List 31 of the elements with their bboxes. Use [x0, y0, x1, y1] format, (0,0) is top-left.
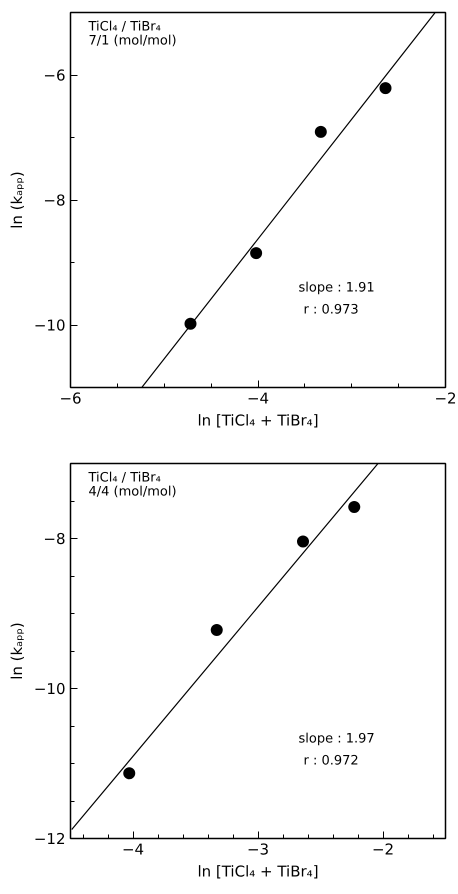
y-tick-label: −10 [34, 680, 66, 698]
y-axis-title: ln (kₐₚₚ) [8, 622, 26, 680]
point [250, 247, 262, 260]
y-tick-label: −8 [43, 530, 66, 548]
y-axis-title: ln (kₐₚₚ) [8, 171, 26, 229]
annotation: TiCl₄ / TiBr₄ [88, 470, 161, 486]
x-tick-label: −4 [122, 840, 144, 858]
annotation: slope : 1.97 [298, 732, 375, 746]
point [297, 536, 309, 548]
x-axis-title: ln [TiCl₄ + TiBr₄] [197, 862, 319, 880]
y-tick-label: −8 [43, 192, 66, 210]
annotation: 4/4 (mol/mol) [88, 484, 177, 500]
y-tick-label: −12 [34, 830, 66, 848]
x-tick-label: −2 [372, 840, 394, 858]
annotation: TiCl₄ / TiBr₄ [88, 20, 161, 34]
annotation: slope : 1.91 [298, 280, 375, 296]
point [348, 501, 360, 513]
y-tick-label: −6 [43, 66, 66, 84]
x-tick-label: −3 [246, 840, 270, 858]
point [210, 624, 223, 636]
point [380, 82, 392, 94]
annotation: r : 0.973 [304, 302, 359, 318]
x-axis-title: ln [TiCl₄ + TiBr₄] [197, 412, 319, 430]
annotation: 7/1 (mol/mol) [88, 34, 177, 48]
x-tick-label: −4 [246, 390, 270, 408]
x-tick-label: −2 [434, 390, 457, 408]
point [314, 126, 327, 138]
x-tick-label: −6 [59, 390, 82, 408]
point [123, 767, 136, 780]
y-tick-label: −10 [34, 316, 66, 334]
annotation: r : 0.972 [304, 754, 359, 768]
